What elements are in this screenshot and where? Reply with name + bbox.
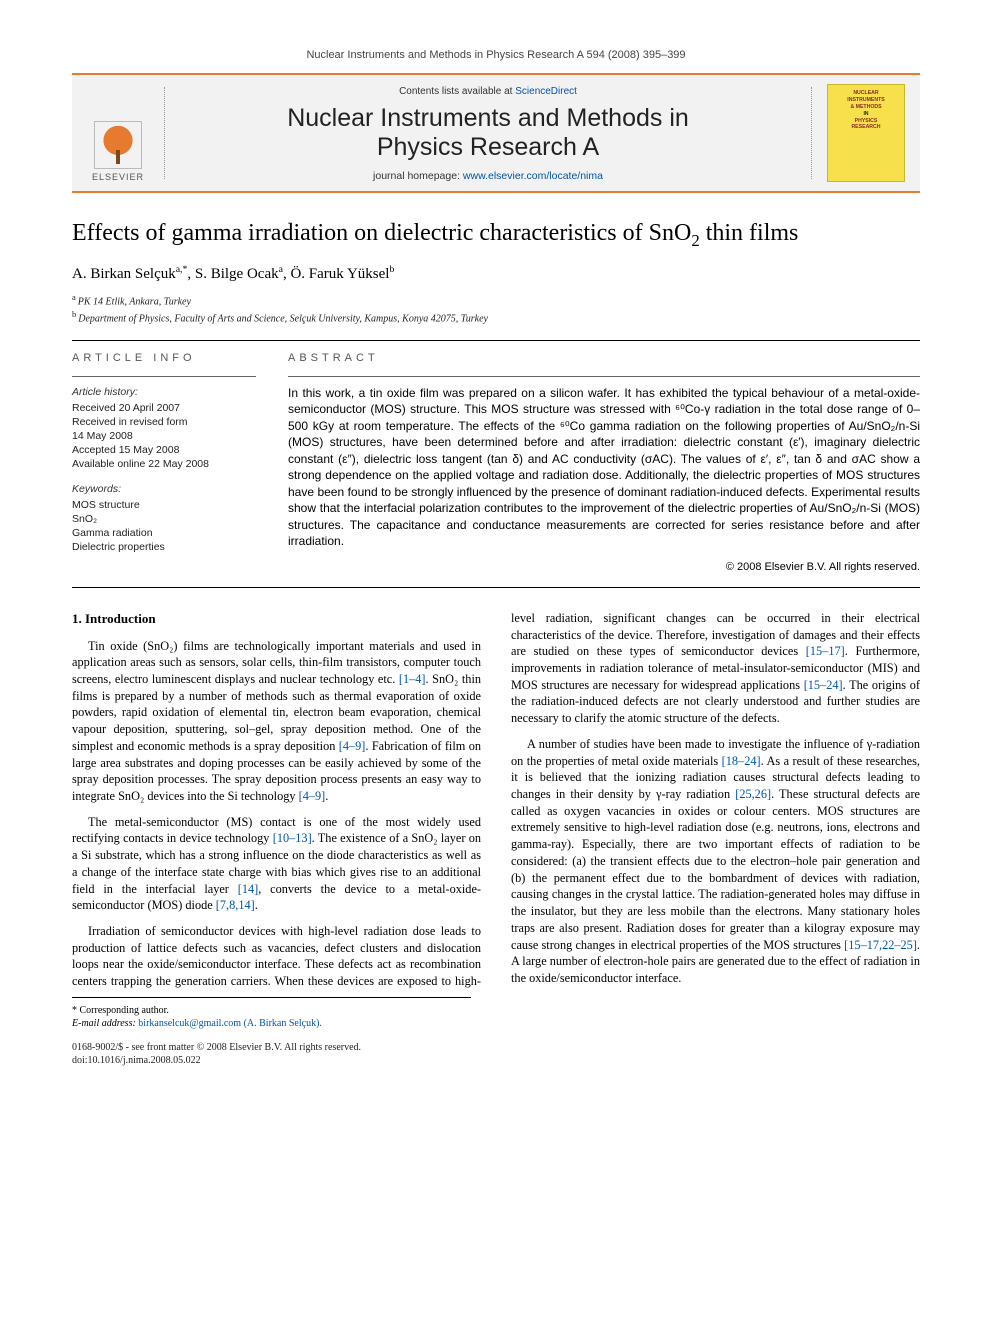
- article-history-block: Article history: Received 20 April 2007 …: [72, 376, 256, 472]
- contents-prefix: Contents lists available at: [399, 86, 515, 97]
- citation-link[interactable]: [25,26]: [735, 787, 771, 801]
- abstract-column: abstract In this work, a tin oxide film …: [270, 341, 920, 587]
- article-history-head: Article history:: [72, 385, 256, 399]
- info-abstract-row: article info Article history: Received 2…: [72, 340, 920, 588]
- keyword: MOS structure: [72, 498, 256, 512]
- aff-a-text: PK 14 Etlik, Ankara, Turkey: [78, 296, 191, 307]
- author-2: , S. Bilge Ocak: [187, 266, 278, 282]
- affiliation-a: aPK 14 Etlik, Ankara, Turkey: [72, 292, 920, 309]
- text-run: .: [325, 789, 328, 803]
- affiliations: aPK 14 Etlik, Ankara, Turkey bDepartment…: [72, 292, 920, 326]
- history-accepted: Accepted 15 May 2008: [72, 443, 256, 457]
- abstract-text: In this work, a tin oxide film was prepa…: [288, 376, 920, 550]
- cover-line: IN: [864, 112, 869, 118]
- section-heading-intro: 1. Introduction: [72, 610, 481, 628]
- elsevier-logo: ELSEVIER: [92, 121, 144, 183]
- citation-link[interactable]: [4–9]: [299, 789, 326, 803]
- keywords-head: Keywords:: [72, 482, 256, 496]
- citation-link[interactable]: [15–17]: [806, 644, 845, 658]
- journal-cover-thumb: NUCLEAR INSTRUMENTS & METHODS IN PHYSICS…: [827, 84, 905, 182]
- keyword: Gamma radiation: [72, 526, 256, 540]
- article-title: Effects of gamma irradiation on dielectr…: [72, 219, 920, 251]
- publisher-logo-cell: ELSEVIER: [72, 75, 164, 191]
- front-matter: 0168-9002/$ - see front matter © 2008 El…: [72, 1041, 920, 1068]
- author-3: , Ö. Faruk Yüksel: [283, 266, 390, 282]
- doi-line: doi:10.1016/j.nima.2008.05.022: [72, 1054, 920, 1068]
- footnotes: * Corresponding author. E-mail address: …: [72, 997, 471, 1031]
- affiliation-b: bDepartment of Physics, Faculty of Arts …: [72, 309, 920, 326]
- cover-line: & METHODS: [850, 105, 881, 111]
- paragraph: The metal-semiconductor (MS) contact is …: [72, 814, 481, 914]
- text-run: . These structural defects are called as…: [511, 787, 920, 951]
- paragraph: A number of studies have been made to in…: [511, 736, 920, 987]
- running-head: Nuclear Instruments and Methods in Physi…: [72, 48, 920, 63]
- history-revised-1: Received in revised form: [72, 415, 256, 429]
- citation-link[interactable]: [4–9]: [339, 739, 366, 753]
- cover-line: NUCLEAR: [853, 91, 878, 97]
- journal-title-line2: Physics Research A: [377, 133, 599, 161]
- title-pre: Effects of gamma irradiation on dielectr…: [72, 220, 691, 246]
- citation-link[interactable]: [15–17,22–25]: [844, 938, 917, 952]
- citation-link[interactable]: [14]: [238, 882, 259, 896]
- history-received: Received 20 April 2007: [72, 401, 256, 415]
- email-link[interactable]: birkanselcuk@gmail.com (A. Birkan Selçuk…: [138, 1018, 322, 1029]
- title-sub: 2: [691, 231, 699, 250]
- aff-b-text: Department of Physics, Faculty of Arts a…: [78, 313, 488, 324]
- article-body: 1. Introduction Tin oxide (SnO₂) films a…: [72, 610, 920, 993]
- front-matter-line: 0168-9002/$ - see front matter © 2008 El…: [72, 1041, 920, 1055]
- cover-line: INSTRUMENTS: [847, 98, 884, 104]
- citation-link[interactable]: [18–24]: [722, 754, 761, 768]
- homepage-prefix: journal homepage:: [373, 170, 463, 182]
- text-run: .: [255, 898, 258, 912]
- banner-center: Contents lists available at ScienceDirec…: [164, 75, 812, 191]
- corresponding-author-note: * Corresponding author.: [72, 1004, 471, 1018]
- author-3-sup: b: [389, 264, 394, 275]
- journal-title: Nuclear Instruments and Methods in Physi…: [287, 104, 689, 162]
- contents-available-line: Contents lists available at ScienceDirec…: [399, 85, 577, 99]
- journal-homepage-line: journal homepage: www.elsevier.com/locat…: [373, 169, 603, 183]
- title-post: thin films: [700, 220, 799, 246]
- journal-title-line1: Nuclear Instruments and Methods in: [287, 104, 689, 132]
- citation-link[interactable]: [7,8,14]: [216, 898, 255, 912]
- journal-homepage-link[interactable]: www.elsevier.com/locate/nima: [463, 170, 603, 182]
- elsevier-wordmark: ELSEVIER: [92, 171, 144, 183]
- email-line: E-mail address: birkanselcuk@gmail.com (…: [72, 1017, 471, 1031]
- author-1-sup: a,*: [176, 264, 188, 275]
- author-list: A. Birkan Selçuka,*, S. Bilge Ocaka, Ö. …: [72, 263, 920, 284]
- article-info-heading: article info: [72, 351, 256, 366]
- elsevier-tree-icon: [94, 121, 142, 169]
- history-revised-2: 14 May 2008: [72, 429, 256, 443]
- banner-right: NUCLEAR INSTRUMENTS & METHODS IN PHYSICS…: [812, 75, 920, 191]
- keyword: SnO₂: [72, 512, 256, 526]
- history-online: Available online 22 May 2008: [72, 457, 256, 471]
- author-1: A. Birkan Selçuk: [72, 266, 176, 282]
- keywords-block: Keywords: MOS structure SnO₂ Gamma radia…: [72, 482, 256, 555]
- abstract-heading: abstract: [288, 351, 920, 366]
- citation-link[interactable]: [15–24]: [804, 678, 843, 692]
- paragraph: Tin oxide (SnO₂) films are technological…: [72, 638, 481, 805]
- email-label: E-mail address:: [72, 1018, 138, 1029]
- citation-link[interactable]: [10–13]: [273, 831, 312, 845]
- keyword: Dielectric properties: [72, 540, 256, 554]
- article-info-column: article info Article history: Received 2…: [72, 341, 270, 587]
- cover-line: RESEARCH: [851, 125, 880, 131]
- sciencedirect-link[interactable]: ScienceDirect: [515, 86, 577, 97]
- journal-banner: ELSEVIER Contents lists available at Sci…: [72, 73, 920, 193]
- citation-link[interactable]: [1–4]: [399, 672, 426, 686]
- abstract-copyright: © 2008 Elsevier B.V. All rights reserved…: [288, 560, 920, 575]
